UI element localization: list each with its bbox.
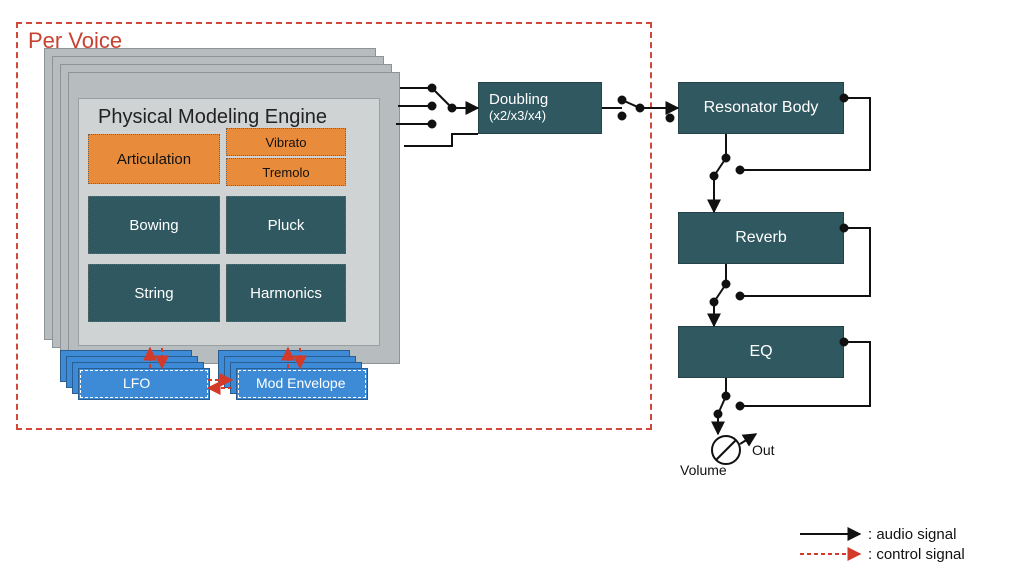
block-bowing: Bowing (88, 196, 220, 254)
fx-reverb: Reverb (678, 212, 844, 264)
block-label: Articulation (117, 151, 191, 168)
fx-eq: EQ (678, 326, 844, 378)
modenv-label: Mod Envelope (256, 375, 346, 391)
fx-label: EQ (749, 343, 772, 361)
legend-control-text: : control signal (868, 546, 965, 563)
block-label: Bowing (129, 217, 178, 234)
block-tremolo: Tremolo (226, 158, 346, 186)
fx-doubling: Doubling (x2/x3/x4) (478, 82, 602, 134)
engine-title: Physical Modeling Engine (98, 106, 327, 129)
out-label: Out (752, 442, 775, 458)
block-vibrato: Vibrato (226, 128, 346, 156)
block-pluck: Pluck (226, 196, 346, 254)
legend-audio-text: : audio signal (868, 526, 956, 543)
lfo-label: LFO (123, 375, 150, 391)
block-label: Tremolo (262, 165, 309, 180)
block-label: Vibrato (266, 135, 307, 150)
fx-label: Reverb (735, 229, 787, 247)
block-harmonics: Harmonics (226, 264, 346, 322)
fx-doubling-line1: Doubling (489, 91, 591, 108)
block-string: String (88, 264, 220, 322)
block-articulation: Articulation (88, 134, 220, 184)
block-label: Pluck (268, 217, 305, 234)
block-label: String (134, 285, 173, 302)
block-label: Harmonics (250, 285, 322, 302)
volume-label: Volume (680, 462, 727, 478)
fx-resonator: Resonator Body (678, 82, 844, 134)
fx-label: Resonator Body (704, 99, 819, 117)
fx-doubling-line2: (x2/x3/x4) (489, 108, 591, 123)
diagram-stage: Per Voice Physical Modeling Engine Artic… (0, 0, 1024, 583)
